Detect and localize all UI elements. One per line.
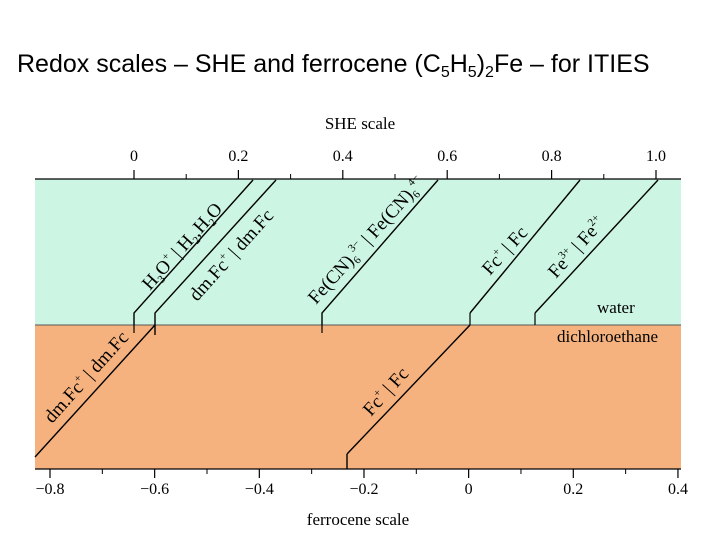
- bottom-tick-label-0: −0.8: [35, 481, 64, 498]
- title-sub-3: 2: [485, 64, 494, 81]
- dichloroethane-label: dichloroethane: [557, 327, 658, 346]
- bottom-tick-label-4: 0: [465, 481, 473, 498]
- line-fc-water: [469, 179, 581, 314]
- line-dmfc-water: [154, 179, 277, 325]
- top-tick-label-1: 0.2: [228, 148, 248, 165]
- title-sub-1: 5: [440, 64, 450, 81]
- water-label: water: [597, 298, 635, 317]
- top-axis-ticks: 0 0.2 0.4 0.6 0.8 1.0: [130, 148, 666, 179]
- line-h3o-h2: [133, 179, 254, 325]
- title-sub-2: 5: [467, 64, 477, 81]
- title-text-3: ): [476, 50, 486, 78]
- top-tick-label-2: 0.4: [333, 148, 353, 165]
- title-text-2: H: [449, 50, 468, 78]
- slide-title: Redox scales – SHE and ferrocene (C5H5)2…: [17, 50, 717, 81]
- top-tick-label-4: 0.8: [542, 148, 562, 165]
- line-dmfc-organic: [34, 324, 156, 458]
- top-tick-label-5: 1.0: [646, 148, 666, 165]
- line-fecn: [321, 179, 439, 325]
- title-text-1: Redox scales – SHE and ferrocene (C: [17, 50, 441, 78]
- top-tick-label-0: 0: [130, 148, 138, 165]
- dichloroethane-phase: [35, 325, 681, 469]
- bottom-tick-label-3: −0.2: [349, 481, 378, 498]
- bottom-tick-label-5: 0.2: [563, 481, 583, 498]
- water-phase: [35, 179, 681, 325]
- bottom-axis-ticks: −0.8 −0.6 −0.4 −0.2 0 0.2 0.4: [35, 469, 688, 498]
- bottom-tick-label-6: 0.4: [668, 481, 688, 498]
- top-tick-label-3: 0.6: [437, 148, 457, 165]
- title-text-4: Fe – for ITIES: [493, 50, 650, 78]
- bottom-tick-label-2: −0.4: [245, 481, 274, 498]
- bottom-axis-title: ferrocene scale: [307, 510, 409, 529]
- bottom-tick-label-1: −0.6: [140, 481, 169, 498]
- line-fc-organic: [346, 324, 471, 455]
- top-axis-title: SHE scale: [325, 114, 395, 133]
- line-fe: [534, 179, 659, 314]
